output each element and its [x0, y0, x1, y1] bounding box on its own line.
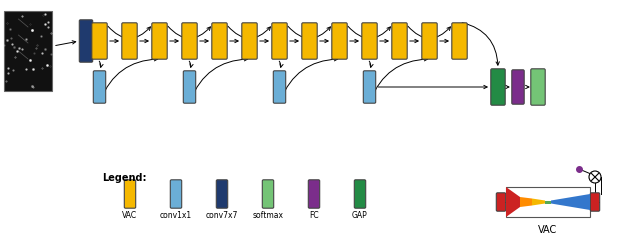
Bar: [506, 187, 590, 217]
FancyBboxPatch shape: [355, 180, 365, 208]
FancyBboxPatch shape: [152, 24, 167, 60]
FancyBboxPatch shape: [531, 70, 545, 106]
FancyBboxPatch shape: [182, 24, 197, 60]
FancyBboxPatch shape: [183, 72, 196, 104]
FancyBboxPatch shape: [79, 21, 93, 63]
FancyBboxPatch shape: [308, 180, 320, 208]
FancyBboxPatch shape: [242, 24, 257, 60]
FancyBboxPatch shape: [93, 72, 106, 104]
FancyBboxPatch shape: [216, 180, 228, 208]
FancyBboxPatch shape: [92, 24, 108, 60]
FancyBboxPatch shape: [302, 24, 317, 60]
FancyBboxPatch shape: [452, 24, 467, 60]
Text: VAC: VAC: [122, 211, 138, 220]
FancyBboxPatch shape: [170, 180, 182, 208]
FancyBboxPatch shape: [364, 72, 376, 104]
Text: softmax: softmax: [253, 211, 284, 220]
Text: GAP: GAP: [352, 211, 368, 220]
FancyBboxPatch shape: [512, 71, 524, 105]
FancyBboxPatch shape: [422, 24, 437, 60]
Text: Legend:: Legend:: [102, 172, 147, 182]
Text: VAC: VAC: [538, 224, 557, 234]
Polygon shape: [545, 201, 551, 204]
Text: FC: FC: [309, 211, 319, 220]
Polygon shape: [520, 197, 532, 207]
FancyBboxPatch shape: [262, 180, 274, 208]
FancyBboxPatch shape: [590, 193, 600, 211]
FancyBboxPatch shape: [273, 72, 285, 104]
Bar: [4, 12, 52, 92]
FancyBboxPatch shape: [332, 24, 347, 60]
Text: conv7x7: conv7x7: [206, 211, 238, 220]
FancyBboxPatch shape: [362, 24, 377, 60]
FancyBboxPatch shape: [392, 24, 407, 60]
Circle shape: [589, 171, 601, 183]
Polygon shape: [532, 199, 545, 206]
Polygon shape: [506, 187, 520, 217]
FancyBboxPatch shape: [124, 180, 136, 208]
FancyBboxPatch shape: [491, 70, 505, 106]
FancyBboxPatch shape: [212, 24, 227, 60]
FancyBboxPatch shape: [272, 24, 287, 60]
Polygon shape: [551, 194, 590, 210]
FancyBboxPatch shape: [122, 24, 137, 60]
FancyBboxPatch shape: [496, 193, 506, 211]
Text: conv1x1: conv1x1: [160, 211, 192, 220]
